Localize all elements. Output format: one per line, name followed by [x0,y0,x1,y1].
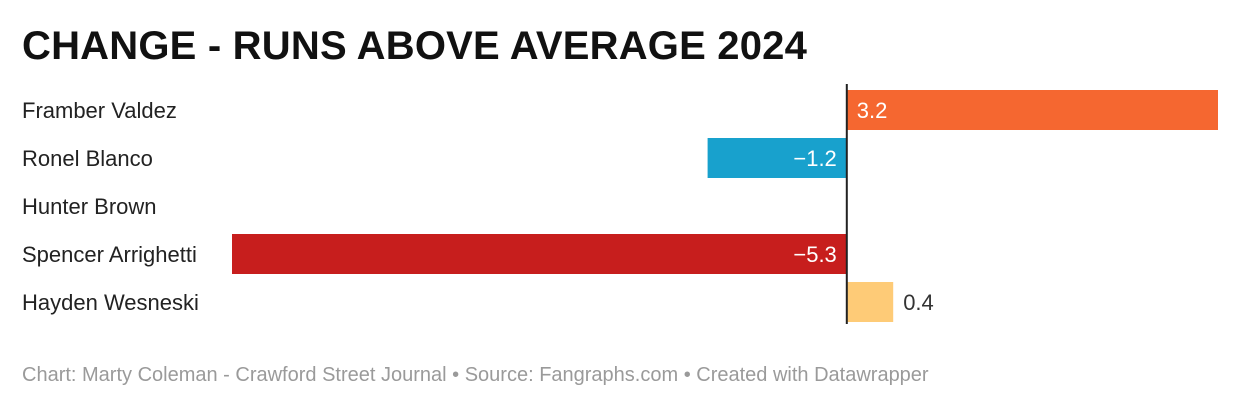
bar [846,282,894,322]
bar [846,90,1218,130]
bar-chart: Framber Valdez Ronel Blanco Hunter Brown Sp… [22,84,1218,324]
bar [707,138,847,178]
category-label: Hayden Wesneski [22,290,199,315]
value-label: −1.2 [793,146,836,171]
bars [232,90,1218,322]
category-label: Hunter Brown [22,194,157,219]
value-label: 3.2 [857,98,888,123]
value-labels: 3.2 −1.2 −5.3 0.4 [793,98,933,315]
category-label: Spencer Arrighetti [22,242,197,267]
category-labels: Framber Valdez Ronel Blanco Hunter Brown Sp… [22,98,199,315]
chart-title: CHANGE - RUNS ABOVE AVERAGE 2024 [22,24,808,68]
category-label: Ronel Blanco [22,146,153,171]
bar [232,234,847,274]
value-label: −5.3 [793,242,836,267]
chart-footer: Chart: Marty Coleman - Crawford Street J… [22,364,929,386]
value-label: 0.4 [903,290,934,315]
category-label: Framber Valdez [22,98,177,123]
